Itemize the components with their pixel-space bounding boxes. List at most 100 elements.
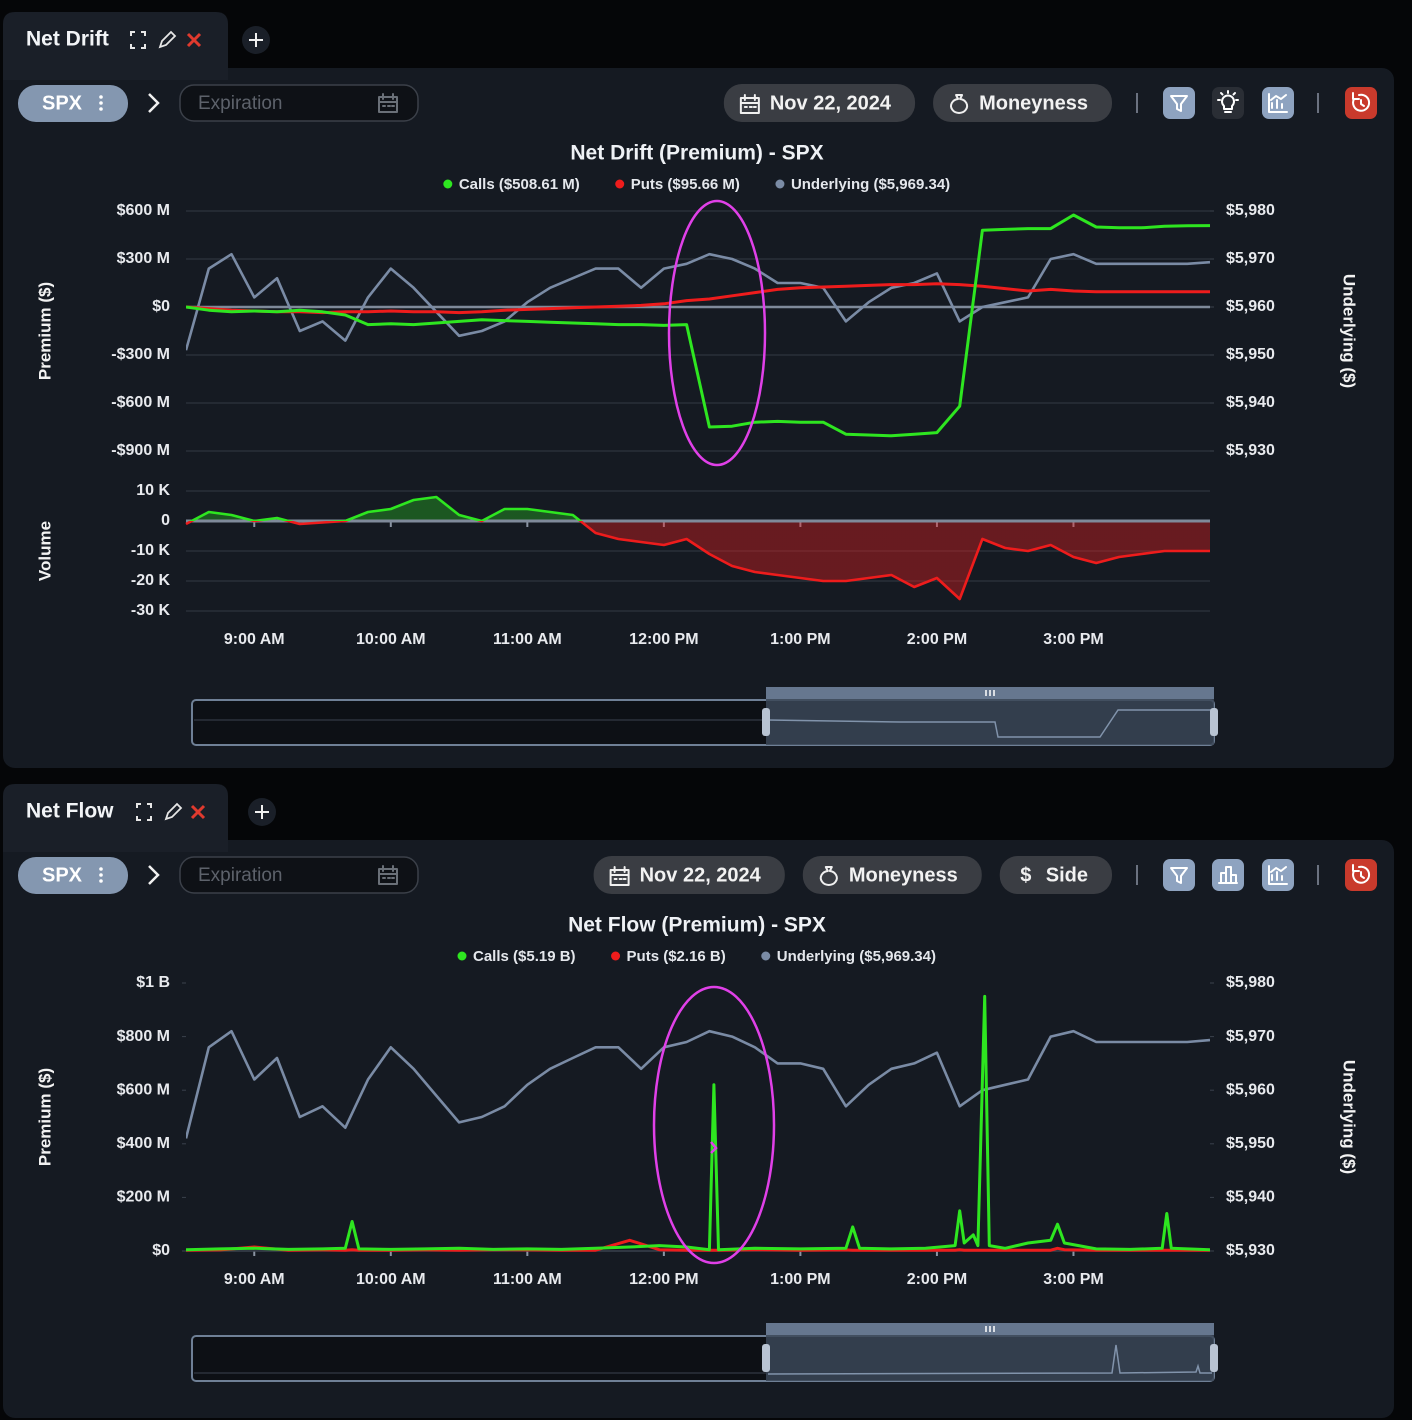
button-label[interactable]: Nov 22, 2024 xyxy=(640,864,762,886)
button-label[interactable]: Moneyness xyxy=(979,92,1088,114)
symbol-button[interactable] xyxy=(18,857,128,894)
icon-filter xyxy=(1170,867,1188,884)
icon-maximize[interactable] xyxy=(130,31,146,49)
y-tick-label: $600 M xyxy=(117,202,170,219)
expiration-placeholder[interactable]: Expiration xyxy=(198,865,283,886)
icon-button[interactable] xyxy=(1212,87,1244,119)
y-tick-label: $0 xyxy=(152,298,170,315)
button-label[interactable]: Side xyxy=(1046,864,1088,886)
series-line xyxy=(186,1029,1210,1139)
toolbar-button[interactable] xyxy=(999,856,1112,894)
icon-close[interactable] xyxy=(190,804,206,820)
highlight-ellipse xyxy=(667,199,767,467)
icon-cal xyxy=(609,866,630,886)
y-tick-label: 10 K xyxy=(136,482,170,499)
icon-button[interactable] xyxy=(1212,859,1244,891)
charts: Net Drift (Premium) - SPX Premium ($) Unde… xyxy=(35,142,1358,1289)
panel: Net Flow SPX Expiration Nov 22, 2024 Moneyne… xyxy=(3,784,1394,1418)
legend-label[interactable]: Puts ($95.66 M) xyxy=(631,176,740,193)
button-label[interactable]: Nov 22, 2024 xyxy=(770,92,892,114)
expiration-input[interactable] xyxy=(179,84,419,122)
y2-tick-label: $5,950 xyxy=(1226,346,1275,363)
x-tick-label: 2:00 PM xyxy=(907,1271,967,1288)
panel-body xyxy=(3,68,1394,768)
x-tick-label: 11:00 AM xyxy=(493,1271,562,1288)
y-tick-label: -$900 M xyxy=(111,442,170,459)
y-axis-label: Premium ($) xyxy=(35,282,54,380)
icon-chart xyxy=(1268,865,1288,885)
symbol-button[interactable] xyxy=(18,85,128,122)
series-line xyxy=(186,213,1210,438)
menu-dot xyxy=(99,879,103,883)
icon-plus[interactable] xyxy=(255,805,269,819)
navigator-handle[interactable] xyxy=(1210,708,1218,736)
icon-cal xyxy=(378,865,398,885)
y-tick-label: -$600 M xyxy=(111,394,170,411)
decorations xyxy=(191,199,1218,1382)
icon-maximize[interactable] xyxy=(136,803,152,821)
icon-reset xyxy=(1352,92,1371,112)
menu-dot xyxy=(99,867,103,871)
menu-dot xyxy=(99,95,103,99)
navigator-handle[interactable] xyxy=(762,1344,770,1372)
range-navigator[interactable] xyxy=(191,687,1218,746)
icon-close[interactable] xyxy=(186,32,202,48)
x-tick-label: 2:00 PM xyxy=(907,631,967,648)
legend-marker xyxy=(615,179,625,189)
chevron[interactable] xyxy=(148,93,160,113)
y2-tick-label: $5,970 xyxy=(1226,250,1275,267)
icon-button[interactable] xyxy=(1163,87,1195,119)
symbol-label[interactable]: SPX xyxy=(42,864,83,886)
chart-title: Net Flow (Premium) - SPX xyxy=(568,914,826,937)
legend-label[interactable]: Underlying ($5,969.34) xyxy=(791,176,950,193)
highlight-ellipse xyxy=(652,985,776,1265)
legend-label[interactable]: Puts ($2.16 B) xyxy=(627,948,726,965)
tab-title[interactable]: Net Drift xyxy=(26,28,109,51)
cursor-mark xyxy=(710,1141,718,1154)
navigator-handle[interactable] xyxy=(762,708,770,736)
icon-button[interactable] xyxy=(1163,859,1195,891)
navigator-handle[interactable] xyxy=(1210,1344,1218,1372)
panel-body xyxy=(3,840,1394,1418)
y2-tick-label: $5,930 xyxy=(1226,442,1275,459)
toolbar-button[interactable] xyxy=(723,84,916,122)
y2-tick-label: $5,980 xyxy=(1226,202,1275,219)
volume-line xyxy=(185,495,1210,601)
legend-label[interactable]: Calls ($508.61 M) xyxy=(459,176,580,193)
toolbar-button[interactable] xyxy=(933,84,1112,122)
x-tick-label: 1:00 PM xyxy=(770,631,830,648)
toolbar-button[interactable] xyxy=(802,856,982,894)
x-tick-label: 9:00 AM xyxy=(224,1271,285,1288)
tab[interactable] xyxy=(3,12,228,80)
toolbar-button[interactable] xyxy=(593,856,785,894)
menu-dot xyxy=(99,873,103,877)
tab[interactable] xyxy=(3,784,228,852)
range-navigator[interactable] xyxy=(191,1323,1218,1382)
y-tick-label: $600 M xyxy=(117,1081,170,1098)
legend-label[interactable]: Underlying ($5,969.34) xyxy=(777,948,936,965)
legend-label[interactable]: Calls ($5.19 B) xyxy=(473,948,576,965)
navigator-line xyxy=(767,709,1212,738)
tab-title[interactable]: Net Flow xyxy=(26,800,114,823)
menu-dot xyxy=(99,101,103,105)
icon-plus[interactable] xyxy=(249,33,263,47)
y2-tick-label: $5,940 xyxy=(1226,1189,1275,1206)
x-tick-label: 10:00 AM xyxy=(356,1271,426,1288)
expiration-input[interactable] xyxy=(179,856,419,894)
y-tick-label: -$300 M xyxy=(111,346,170,363)
y2-axis-label: Underlying ($) xyxy=(1340,1060,1359,1174)
expiration-placeholder[interactable]: Expiration xyxy=(198,93,283,114)
icon-bulb xyxy=(1217,90,1239,113)
icon-edit[interactable] xyxy=(158,30,177,49)
chrome: Net Drift SPX Expiration Nov 22, 2024 Moneyn… xyxy=(3,12,1394,1418)
symbol-label[interactable]: SPX xyxy=(42,92,83,114)
series-line xyxy=(186,994,1210,1252)
menu-dot xyxy=(99,107,103,111)
button-label[interactable]: Moneyness xyxy=(849,864,958,886)
series-line xyxy=(186,282,1210,315)
y2-tick-label: $5,980 xyxy=(1226,974,1275,991)
icon-edit[interactable] xyxy=(164,802,183,821)
chevron[interactable] xyxy=(148,865,160,885)
x-tick-label: 12:00 PM xyxy=(629,1271,698,1288)
